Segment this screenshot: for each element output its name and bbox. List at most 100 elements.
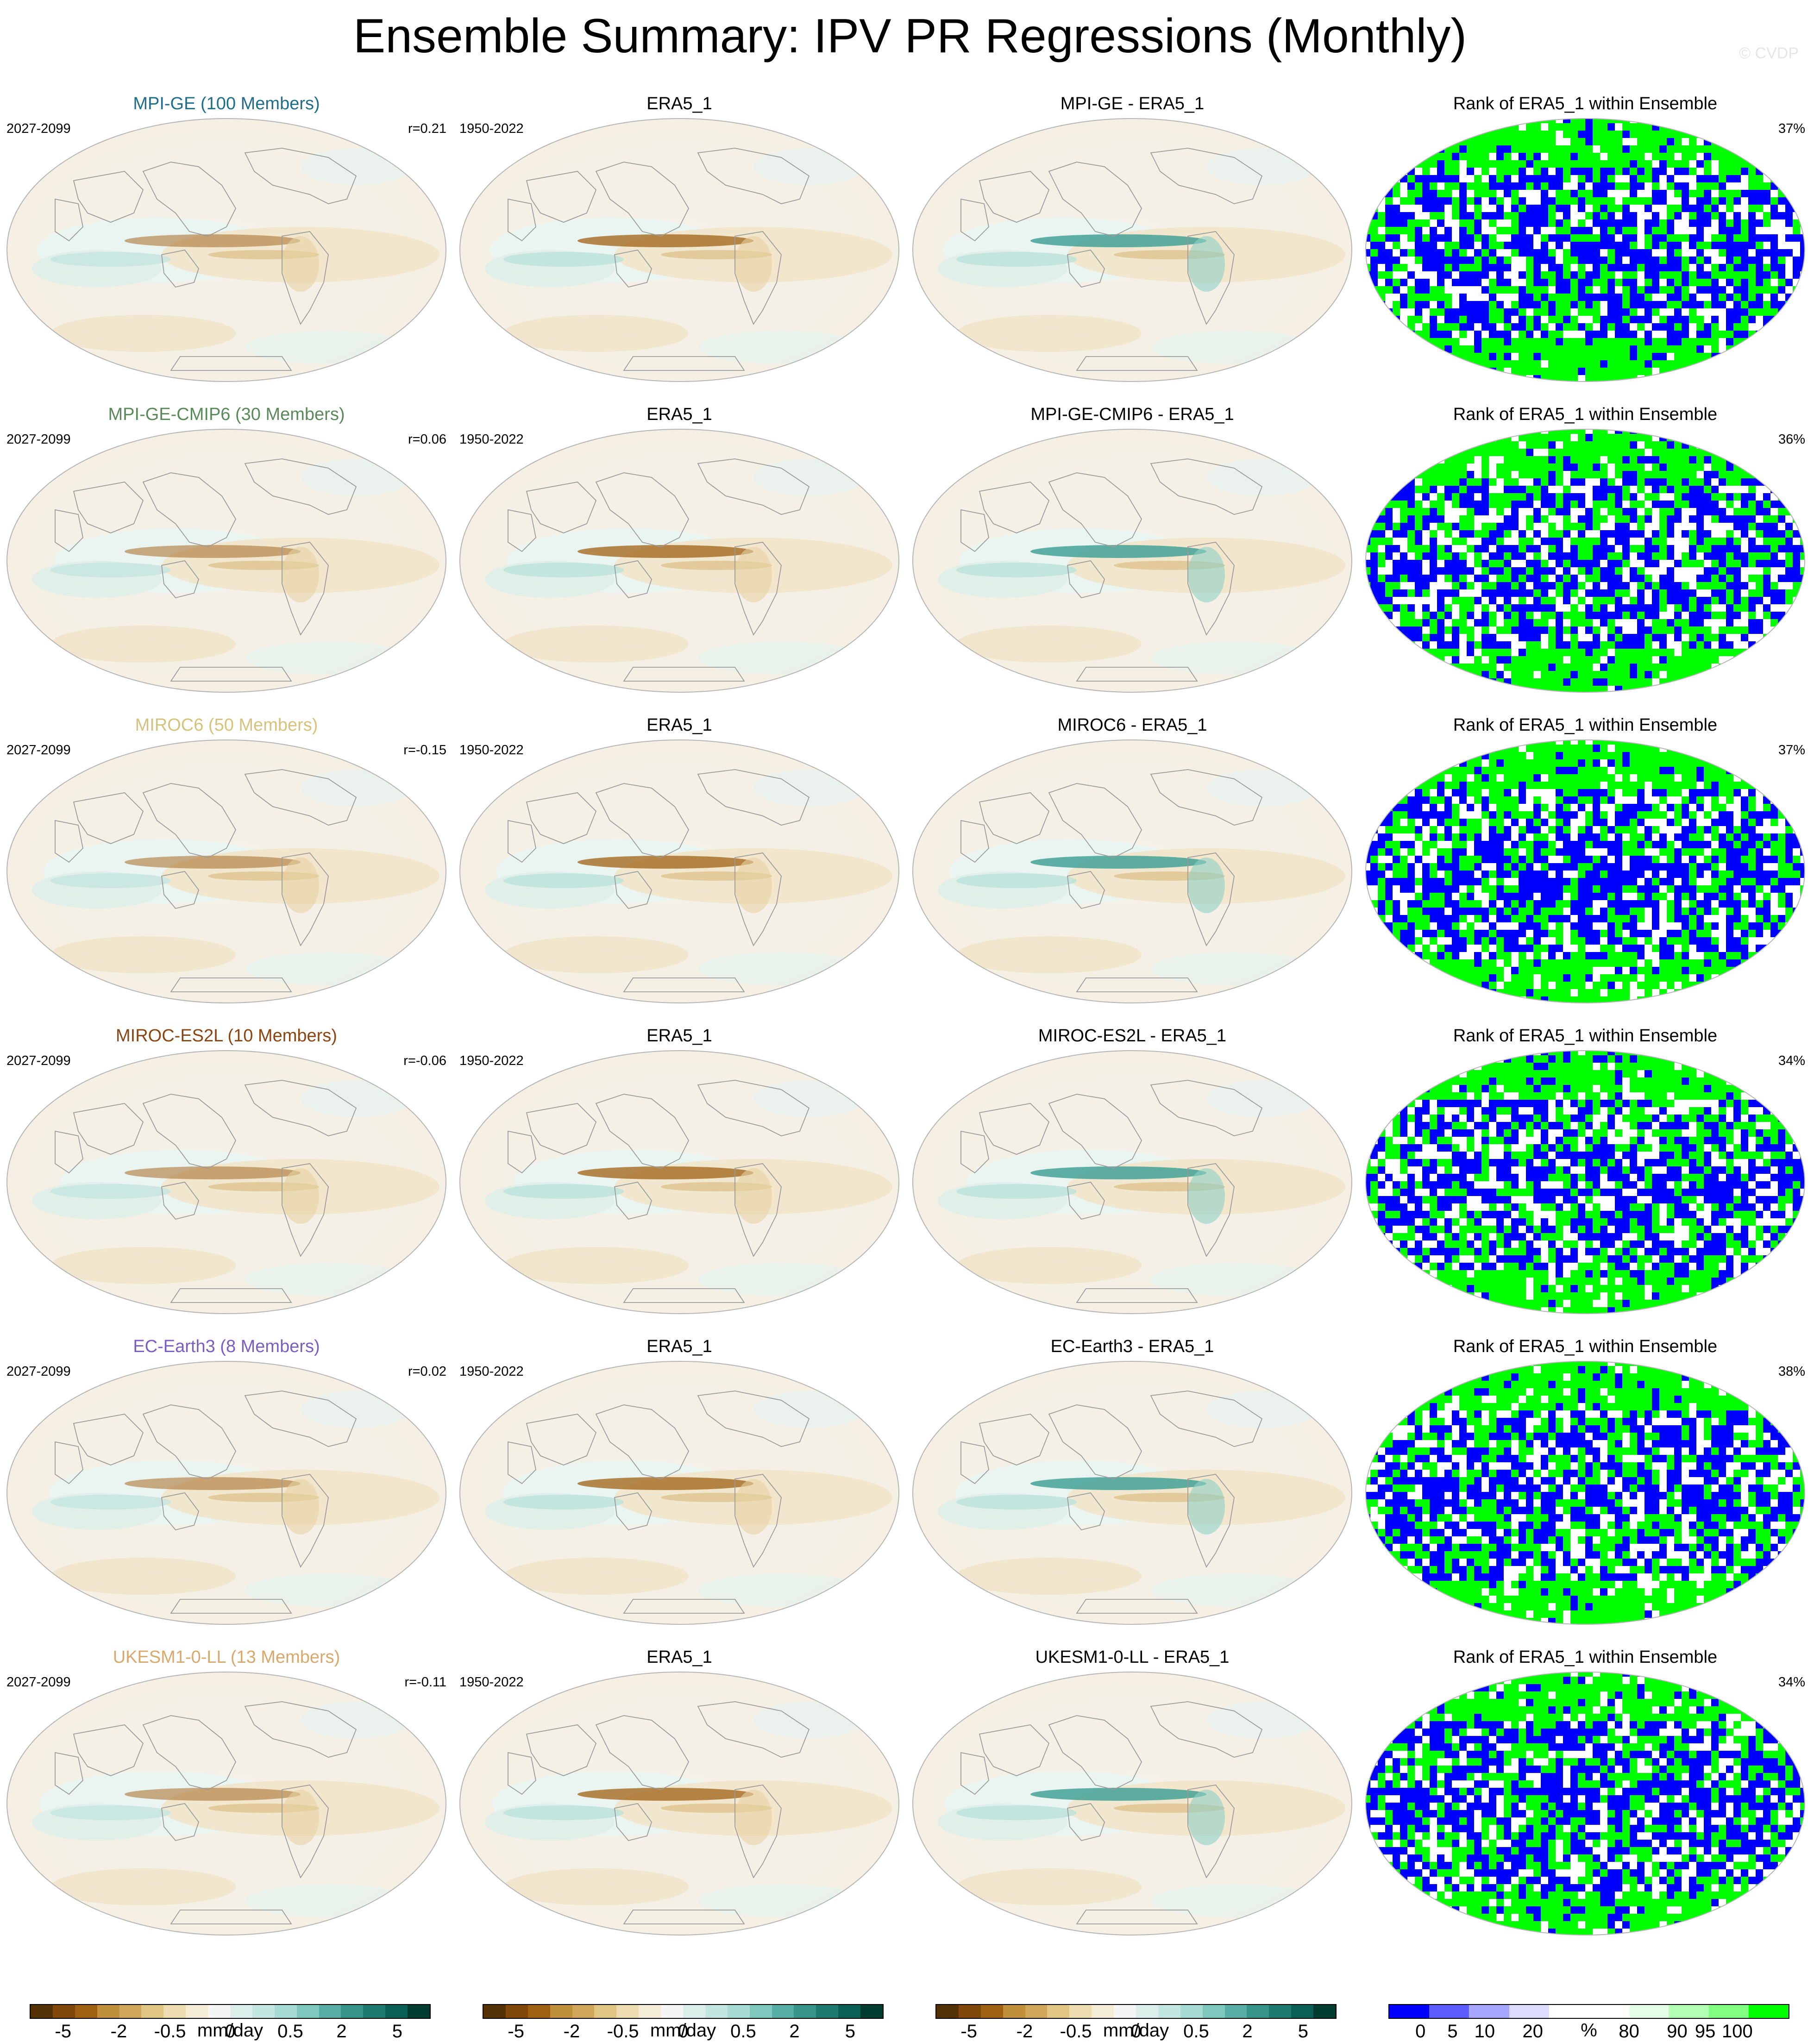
- colorbar-swatch: [208, 2005, 230, 2018]
- colorbar-swatch: [936, 2005, 959, 2018]
- colorbar-swatch: [163, 2005, 186, 2018]
- colorbar-swatch: [1389, 2005, 1429, 2018]
- panel-title-rank: Rank of ERA5_1 within Ensemble: [1359, 714, 1812, 736]
- colorbar-swatch: [683, 2005, 705, 2018]
- panel-title-rank: Rank of ERA5_1 within Ensemble: [1359, 1335, 1812, 1358]
- precip-regression-map: [910, 426, 1355, 695]
- panel-diff-row-2: MPI-GE-CMIP6 - ERA5_1: [906, 403, 1359, 714]
- precip-colorbar: [935, 2004, 1337, 2019]
- colorbar-swatch: [616, 2005, 639, 2018]
- precip-regression-map: [4, 116, 449, 384]
- colorbar-tick-label: 0.5: [730, 2021, 756, 2042]
- colorbar-swatch: [252, 2005, 275, 2018]
- rank-colorbar-tick-label: 95: [1695, 2021, 1716, 2042]
- rank-map: [1363, 426, 1807, 695]
- colorbar-swatch: [1180, 2005, 1203, 2018]
- colorbar-unit-label: mm/day: [197, 2020, 263, 2041]
- precip-regression-map: [4, 1359, 449, 1627]
- panel-title-model: MIROC6 (50 Members): [0, 714, 453, 736]
- panel-diff-row-1: MPI-GE - ERA5_1: [906, 93, 1359, 403]
- rank-map: [1363, 737, 1807, 1006]
- rank-colorbar-tick-label: 90: [1667, 2021, 1688, 2042]
- colorbar-swatch: [75, 2005, 97, 2018]
- colorbar-swatch: [794, 2005, 816, 2018]
- rank-colorbar-tick-label: 0: [1415, 2021, 1425, 2042]
- colorbar-swatch: [1313, 2005, 1336, 2018]
- panel-title-diff: MPI-GE-CMIP6 - ERA5_1: [906, 403, 1359, 426]
- colorbar-swatch: [141, 2005, 163, 2018]
- panel-title-rank: Rank of ERA5_1 within Ensemble: [1359, 1646, 1812, 1668]
- colorbar-swatch: [1203, 2005, 1225, 2018]
- precip-regression-map: [4, 737, 449, 1006]
- colorbar-swatch: [1429, 2005, 1469, 2018]
- rank-map: [1363, 1669, 1807, 1938]
- panel-title-rank: Rank of ERA5_1 within Ensemble: [1359, 403, 1812, 426]
- rank-colorbar-tick-label: 20: [1523, 2021, 1544, 2042]
- colorbar-tick-label: 5: [392, 2021, 402, 2042]
- panel-title-obs: ERA5_1: [453, 1025, 906, 1047]
- colorbar-swatch: [1669, 2005, 1708, 2018]
- colorbar-swatch: [230, 2005, 252, 2018]
- precip-colorbar: [30, 2004, 431, 2019]
- colorbar-swatch: [186, 2005, 208, 2018]
- colorbar-swatch: [772, 2005, 794, 2018]
- precip-regression-map: [910, 1669, 1355, 1938]
- colorbar-swatch: [728, 2005, 750, 2018]
- colorbar-unit-label: mm/day: [650, 2020, 716, 2041]
- colorbar-swatch: [1225, 2005, 1247, 2018]
- colorbar-swatch: [319, 2005, 341, 2018]
- colorbar-swatch: [1709, 2005, 1749, 2018]
- colorbar-swatch: [385, 2005, 408, 2018]
- colorbar-tick-label: 0.5: [1183, 2021, 1209, 2042]
- colorbar-tick-label: -0.5: [154, 2021, 186, 2042]
- precip-regression-map: [457, 1669, 902, 1938]
- panel-title-rank: Rank of ERA5_1 within Ensemble: [1359, 1025, 1812, 1047]
- colorbar-tick-label: -2: [111, 2021, 127, 2042]
- panel-title-diff: EC-Earth3 - ERA5_1: [906, 1335, 1359, 1358]
- colorbar-swatch: [1158, 2005, 1180, 2018]
- precip-regression-map: [457, 1359, 902, 1627]
- rank-map: [1363, 116, 1807, 384]
- colorbar-tick-label: -2: [1017, 2021, 1033, 2042]
- rank-colorbar-tick-label: 100: [1722, 2021, 1753, 2042]
- colorbar-swatch: [1092, 2005, 1114, 2018]
- colorbar-swatch: [528, 2005, 550, 2018]
- panel-title-model: UKESM1-0-LL (13 Members): [0, 1646, 453, 1668]
- colorbar-swatch: [483, 2005, 506, 2018]
- colorbar-tick-label: 2: [789, 2021, 799, 2042]
- precip-colorbar: [483, 2004, 884, 2019]
- colorbar-swatch: [1269, 2005, 1291, 2018]
- colorbar-swatch: [1509, 2005, 1549, 2018]
- precip-regression-map: [4, 1048, 449, 1316]
- colorbar-swatch: [119, 2005, 142, 2018]
- precip-regression-map: [457, 737, 902, 1006]
- precip-regression-map: [457, 116, 902, 384]
- rank-colorbar-tick-label: 80: [1619, 2021, 1639, 2042]
- colorbar-swatch: [1136, 2005, 1158, 2018]
- rank-colorbar-unit-label: %: [1581, 2020, 1597, 2041]
- panel-title-obs: ERA5_1: [453, 1335, 906, 1358]
- colorbar-tick-label: 2: [336, 2021, 346, 2042]
- colorbar-swatch: [53, 2005, 75, 2018]
- rank-map: [1363, 1359, 1807, 1627]
- panel-title-model: MPI-GE-CMIP6 (30 Members): [0, 403, 453, 426]
- colorbar-swatch: [1629, 2005, 1669, 2018]
- panel-title-obs: ERA5_1: [453, 1646, 906, 1668]
- panel-diff-row-5: EC-Earth3 - ERA5_1: [906, 1335, 1359, 1646]
- panel-title-diff: MPI-GE - ERA5_1: [906, 93, 1359, 115]
- colorbar-swatch: [1247, 2005, 1269, 2018]
- colorbar-swatch: [981, 2005, 1003, 2018]
- precip-regression-map: [910, 116, 1355, 384]
- colorbar-swatch: [97, 2005, 119, 2018]
- rank-map: [1363, 1048, 1807, 1316]
- colorbar-swatch: [31, 2005, 53, 2018]
- colorbar-swatch: [594, 2005, 616, 2018]
